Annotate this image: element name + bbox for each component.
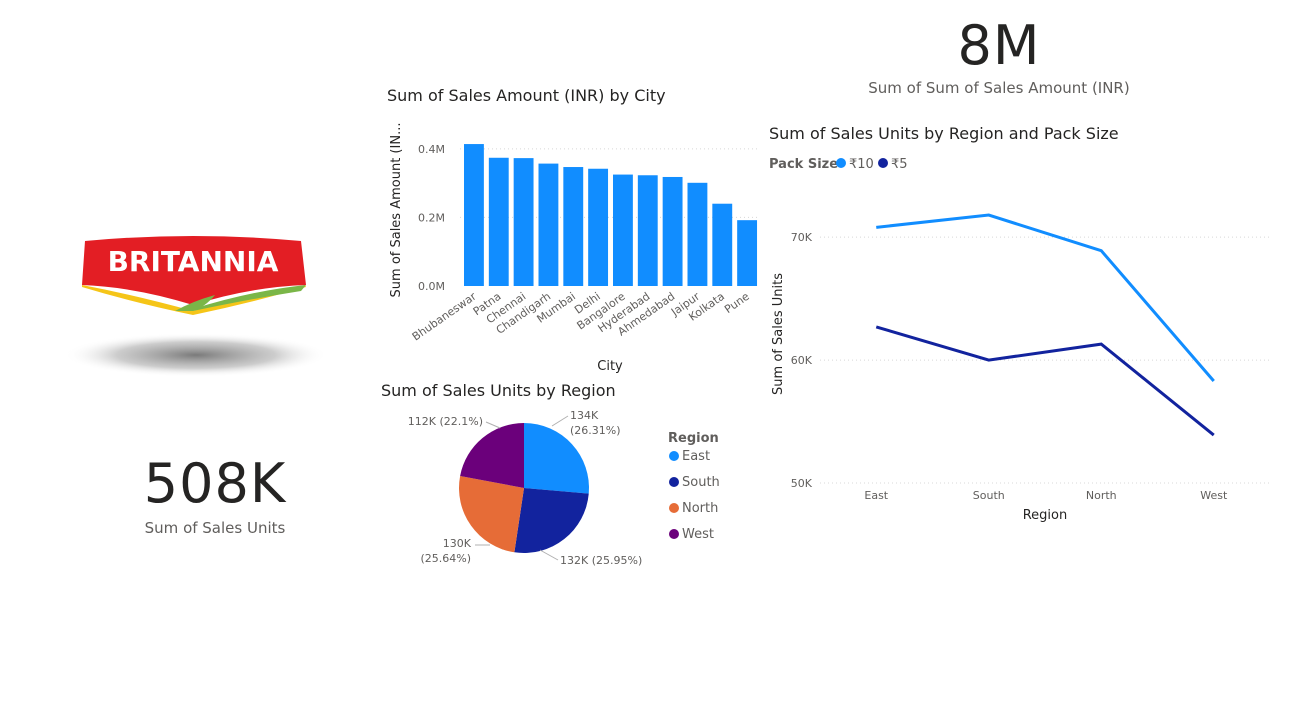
bar-x-tick: Bhubaneswar bbox=[410, 290, 479, 344]
pie-data-label: 132K (25.95%) bbox=[560, 554, 642, 567]
line-x-tick: West bbox=[1200, 489, 1228, 502]
bar-mumbai bbox=[563, 167, 584, 286]
bar-chennai bbox=[513, 158, 534, 286]
pie-data-label: 134K bbox=[570, 409, 599, 422]
bar-chart-title: Sum of Sales Amount (INR) by City bbox=[387, 86, 666, 105]
line-chart: 50K 60K 70K East South North West Region Sum of … bbox=[769, 157, 1270, 523]
bar-y-tick: 0.2M bbox=[418, 211, 445, 224]
bar-pune bbox=[737, 220, 758, 286]
line-x-tick: South bbox=[973, 489, 1005, 502]
pie-slice-east bbox=[524, 423, 589, 494]
bar-jaipur bbox=[687, 182, 708, 286]
bar-ahmedabad bbox=[662, 176, 683, 286]
pie-legend-item-south[interactable]: South bbox=[682, 475, 720, 490]
bar-bhubaneswar bbox=[464, 144, 484, 286]
line-legend-title: Pack Size bbox=[769, 157, 838, 172]
britannia-logo: BRITANNIA bbox=[64, 225, 328, 385]
line-x-axis-title: Region bbox=[1023, 508, 1068, 523]
line-y-axis-title: Sum of Sales Units bbox=[771, 273, 786, 395]
line-x-tick: East bbox=[864, 489, 888, 502]
pie-legend-item-west[interactable]: West bbox=[682, 527, 714, 542]
pie-chart-title: Sum of Sales Units by Region bbox=[381, 381, 616, 400]
line-series-p5 bbox=[875, 325, 1215, 437]
line-legend-item[interactable]: ₹5 bbox=[891, 157, 908, 172]
bar-y-tick: 0.0M bbox=[418, 280, 445, 293]
bar-hyderabad bbox=[637, 175, 658, 286]
bar-chart: 0.0M0.2M0.4MBhubaneswarPatnaChennaiChand… bbox=[389, 123, 760, 374]
bar-y-axis-title: Sum of Sales Amount (IN... bbox=[389, 123, 404, 298]
line-legend-marker bbox=[878, 158, 888, 168]
pie-legend-item-east[interactable]: East bbox=[682, 449, 710, 464]
logo-text: BRITANNIA bbox=[108, 245, 279, 278]
kpi-units-label: Sum of Sales Units bbox=[144, 519, 286, 537]
line-chart-title: Sum of Sales Units by Region and Pack Si… bbox=[769, 124, 1119, 143]
kpi-units-value: 508K bbox=[143, 452, 287, 515]
line-y-tick: 70K bbox=[791, 231, 813, 244]
pie-slice-south bbox=[514, 488, 589, 553]
pie-data-label: 112K (22.1%) bbox=[408, 415, 483, 428]
pie-leader-line bbox=[485, 421, 501, 429]
pie-legend-title: Region bbox=[668, 431, 719, 446]
pie-data-label-pct: (25.64%) bbox=[420, 552, 471, 565]
bar-chandigarh bbox=[538, 163, 559, 286]
bar-kolkata bbox=[712, 203, 733, 286]
kpi-amount-label: Sum of Sum of Sales Amount (INR) bbox=[868, 79, 1130, 97]
bar-y-tick: 0.4M bbox=[418, 143, 445, 156]
kpi-amount-value: 8M bbox=[957, 14, 1041, 77]
line-y-tick: 50K bbox=[791, 477, 813, 490]
bar-patna bbox=[488, 157, 509, 286]
pie-data-label-pct: (26.31%) bbox=[570, 424, 621, 437]
bar-x-axis-title: City bbox=[597, 359, 623, 374]
pie-legend-marker bbox=[669, 529, 679, 539]
pie-slice-north bbox=[459, 476, 524, 553]
pie-chart: 134K (26.31%) 132K (25.95%) 130K (25.64%) 112… bbox=[408, 409, 720, 567]
bar-bangalore bbox=[613, 174, 633, 286]
line-legend-marker bbox=[836, 158, 846, 168]
bar-delhi bbox=[588, 168, 609, 286]
pie-legend-marker bbox=[669, 477, 679, 487]
line-legend-item[interactable]: ₹10 bbox=[849, 157, 874, 172]
pie-data-label: 130K bbox=[443, 537, 472, 550]
pie-slice-west bbox=[460, 423, 524, 488]
pie-leader-line bbox=[539, 549, 559, 561]
pie-leader-line bbox=[551, 415, 569, 427]
pie-legend-item-north[interactable]: North bbox=[682, 501, 718, 516]
bar-x-tick: Pune bbox=[722, 290, 752, 316]
pie-legend-marker bbox=[669, 503, 679, 513]
line-y-tick: 60K bbox=[791, 354, 813, 367]
line-series-p10 bbox=[876, 213, 1215, 382]
line-x-tick: North bbox=[1086, 489, 1117, 502]
pie-legend-marker bbox=[669, 451, 679, 461]
